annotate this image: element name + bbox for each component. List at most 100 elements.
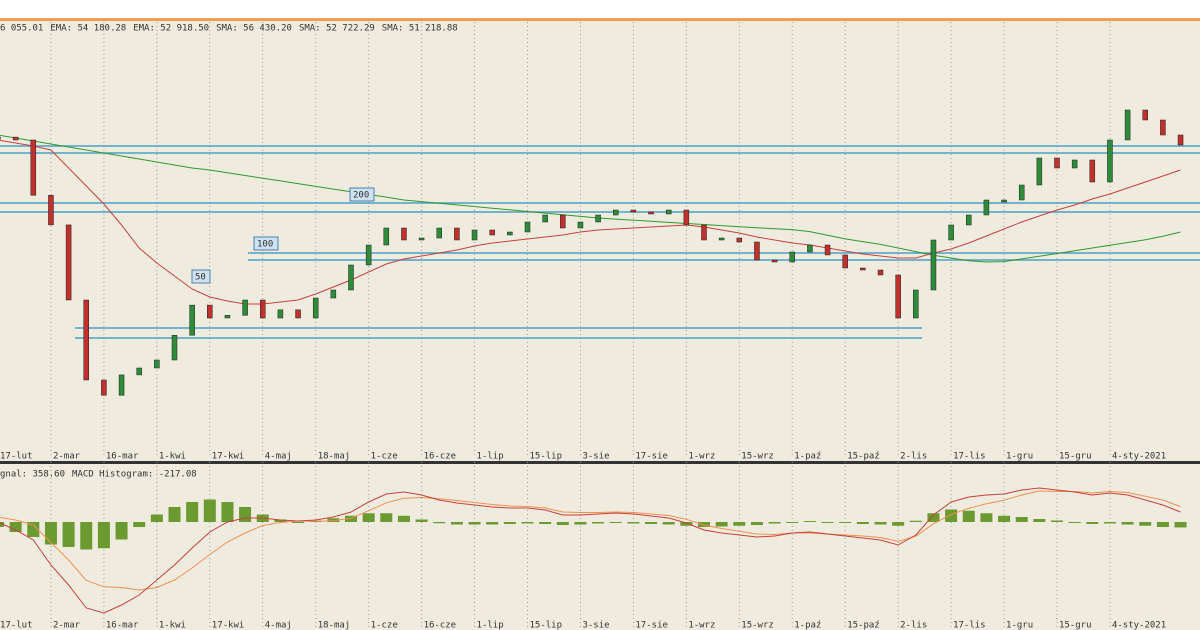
candle bbox=[824, 244, 831, 256]
x-tick-label: 3-sie bbox=[582, 621, 609, 630]
histogram-bar bbox=[609, 522, 622, 523]
series-line bbox=[0, 490, 1181, 591]
candle bbox=[560, 214, 566, 229]
histogram-bar bbox=[239, 507, 252, 522]
x-tick-label: 15-wrz bbox=[741, 452, 774, 462]
histogram-bar bbox=[44, 522, 57, 545]
histogram-bar bbox=[556, 522, 569, 525]
histogram-bar bbox=[503, 522, 516, 524]
histogram-bar bbox=[539, 522, 552, 524]
x-tick-label: 1-lip bbox=[477, 621, 504, 630]
legend-entry: SMA: 51 218.88 bbox=[382, 24, 458, 34]
histogram-bar bbox=[274, 519, 287, 522]
candle bbox=[736, 237, 743, 243]
histogram-bar bbox=[115, 522, 128, 540]
histogram-bar bbox=[27, 522, 40, 537]
histogram-bar bbox=[186, 502, 199, 522]
histogram-bar bbox=[9, 522, 22, 532]
histogram-bar bbox=[168, 507, 181, 522]
histogram-bar bbox=[998, 515, 1011, 522]
panel-separator bbox=[0, 461, 1200, 464]
x-tick-label: 17-kwi bbox=[212, 452, 245, 462]
x-tick-label: 1-gru bbox=[1006, 452, 1033, 462]
legend-entry: EMA: 52 918.50 bbox=[133, 24, 209, 34]
candle bbox=[154, 359, 160, 369]
candle bbox=[471, 229, 478, 241]
x-tick-label: 1-lip bbox=[477, 452, 504, 462]
candle bbox=[842, 254, 848, 269]
candle bbox=[277, 309, 284, 319]
candle bbox=[948, 224, 954, 241]
x-tick-label: 1-cze bbox=[371, 452, 398, 462]
x-tick-label: 1-cze bbox=[371, 621, 398, 630]
histogram-bar bbox=[1015, 517, 1028, 522]
candle bbox=[83, 299, 89, 381]
candle bbox=[330, 289, 337, 299]
histogram-bar bbox=[715, 522, 728, 527]
x-tick-label: 1-paź bbox=[794, 621, 821, 630]
histogram-bar bbox=[1156, 522, 1169, 527]
candle bbox=[348, 264, 354, 291]
x-tick-label: 18-maj bbox=[318, 452, 351, 462]
legend-entry: SMA: 56 430.20 bbox=[216, 24, 292, 34]
histogram-bar bbox=[574, 522, 587, 525]
candle bbox=[171, 335, 178, 361]
candle bbox=[383, 227, 390, 246]
candle bbox=[1036, 157, 1043, 186]
legend-entry: gnal: 358.60 bbox=[0, 470, 65, 480]
top-border bbox=[0, 18, 1200, 21]
x-tick-label: 2-mar bbox=[53, 452, 81, 462]
candle bbox=[1089, 159, 1096, 183]
candle bbox=[489, 229, 495, 236]
histogram-bar bbox=[839, 522, 852, 523]
histogram-bar bbox=[786, 522, 799, 523]
x-tick-label: 16-cze bbox=[424, 452, 457, 462]
histogram-bar bbox=[821, 522, 834, 523]
candle bbox=[295, 309, 301, 319]
legend-entry: SMA: 52 722.29 bbox=[299, 24, 375, 34]
x-tick-label: 18-maj bbox=[318, 621, 351, 630]
candle bbox=[1071, 159, 1078, 169]
histogram-bar bbox=[486, 522, 499, 525]
x-tick-label: 16-mar bbox=[106, 452, 139, 462]
histogram-bar bbox=[1103, 522, 1116, 524]
candle bbox=[542, 214, 548, 223]
x-tick-label: 15-paź bbox=[847, 621, 880, 630]
annotation: 100 bbox=[257, 240, 273, 250]
histogram-bar bbox=[97, 522, 110, 549]
x-tick-label: 15-gru bbox=[1059, 621, 1092, 630]
candle bbox=[30, 139, 37, 196]
candle bbox=[630, 209, 637, 213]
candle bbox=[118, 374, 125, 396]
top-bar bbox=[0, 0, 1200, 18]
candle bbox=[807, 244, 813, 253]
histogram-bar bbox=[945, 509, 958, 522]
histogram-bar bbox=[645, 522, 658, 524]
series-line bbox=[0, 487, 1181, 614]
candle bbox=[895, 274, 901, 319]
candle bbox=[507, 231, 513, 236]
x-tick-label: 4-sty-2021 bbox=[1112, 452, 1166, 462]
candle bbox=[613, 209, 619, 216]
legend-entry: 6 055.01 bbox=[0, 24, 43, 34]
candle bbox=[312, 297, 319, 319]
histogram-bar bbox=[909, 520, 922, 522]
x-tick-label: 2-lis bbox=[900, 621, 927, 630]
candle bbox=[401, 227, 407, 241]
x-tick-label: 1-gru bbox=[1006, 621, 1033, 630]
histogram-bar bbox=[415, 519, 428, 522]
candle bbox=[966, 214, 972, 226]
candle bbox=[771, 259, 778, 263]
candle bbox=[224, 315, 231, 319]
histogram-bar bbox=[80, 522, 93, 550]
candle bbox=[701, 224, 707, 241]
histogram-bar bbox=[592, 522, 605, 524]
x-tick-label: 15-paź bbox=[847, 452, 880, 462]
candle bbox=[12, 136, 19, 141]
x-tick-label: 17-kwi bbox=[212, 621, 245, 630]
histogram-bar bbox=[1033, 519, 1046, 522]
candle bbox=[101, 379, 107, 396]
candle bbox=[983, 199, 990, 216]
histogram-bar bbox=[1051, 520, 1063, 522]
candle bbox=[665, 209, 672, 215]
